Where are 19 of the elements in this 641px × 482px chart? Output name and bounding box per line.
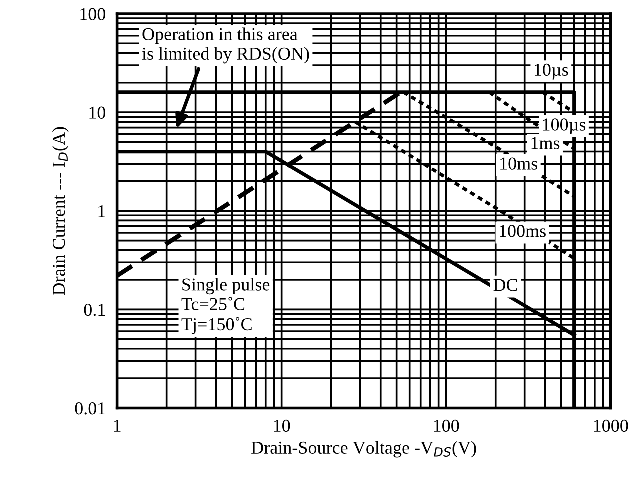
x-axis-title: Drain-Source Voltage -V$_{DS}$(V) [252, 441, 476, 458]
y-tick-label: 10 [90, 106, 106, 119]
annotation: 10µs [534, 64, 568, 80]
annotation: DC [494, 279, 518, 292]
x-tick-label: 1 [114, 420, 121, 432]
annotation: 100ms [500, 225, 546, 238]
y-tick-label: 100 [80, 8, 106, 20]
annotation: 10ms [500, 158, 538, 170]
annotation: 1ms [532, 137, 560, 150]
annotation: 100µs [543, 118, 586, 135]
y-axis-title: Drain Current --- I$_{D}$(A) [52, 127, 69, 296]
x-tick-label: 100 [434, 420, 460, 432]
x-tick-label: 10 [274, 420, 290, 432]
y-tick-label: 1 [98, 205, 106, 218]
annotation: Operation in this area is limited by RDS(ON) [142, 28, 310, 64]
y-tick-label: 0.1 [84, 304, 106, 316]
x-tick-label: 1000 [594, 420, 628, 432]
y-tick-label: 0.01 [75, 402, 106, 415]
annotation: Single pulse Tc=25˚C Tj=150˚C [182, 278, 270, 334]
